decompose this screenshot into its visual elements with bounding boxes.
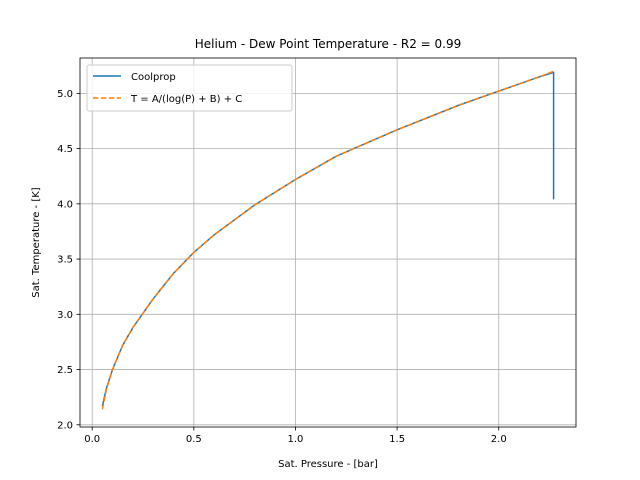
y-tick-label: 4.5 [57,144,73,155]
x-axis-label: Sat. Pressure - [bar] [278,459,378,470]
y-tick-label: 4.0 [57,199,73,210]
x-tick-label: 1.5 [389,434,405,445]
legend: Coolprop T = A/(log(P) + B) + C [86,64,293,112]
y-tick-label: 3.0 [57,310,73,321]
legend-label-fit: T = A/(log(P) + B) + C [130,94,242,105]
y-tick-label: 3.5 [57,255,73,266]
ticks-layer: 0.0 0.5 1.0 1.5 2.0 2.0 2.5 3.0 3.5 4.0 4.5 5.0 [57,89,507,445]
x-tick-label: 0.0 [84,434,100,445]
x-tick-label: 2.0 [491,434,507,445]
y-tick-label: 5.0 [57,89,73,100]
chart-title: Helium - Dew Point Temperature - R2 = 0.… [195,37,462,51]
series-layer [101,70,555,410]
legend-box [86,64,293,112]
y-axis-label: Sat. Temperature - [K] [31,187,42,298]
x-tick-label: 0.5 [186,434,202,445]
y-tick-label: 2.0 [57,420,73,431]
series-line-1 [101,70,554,410]
y-tick-label: 2.5 [57,365,73,376]
x-tick-label: 1.0 [288,434,304,445]
plot-frame [79,57,577,428]
legend-label-coolprop: Coolprop [131,72,176,83]
grid-layer [80,58,576,427]
